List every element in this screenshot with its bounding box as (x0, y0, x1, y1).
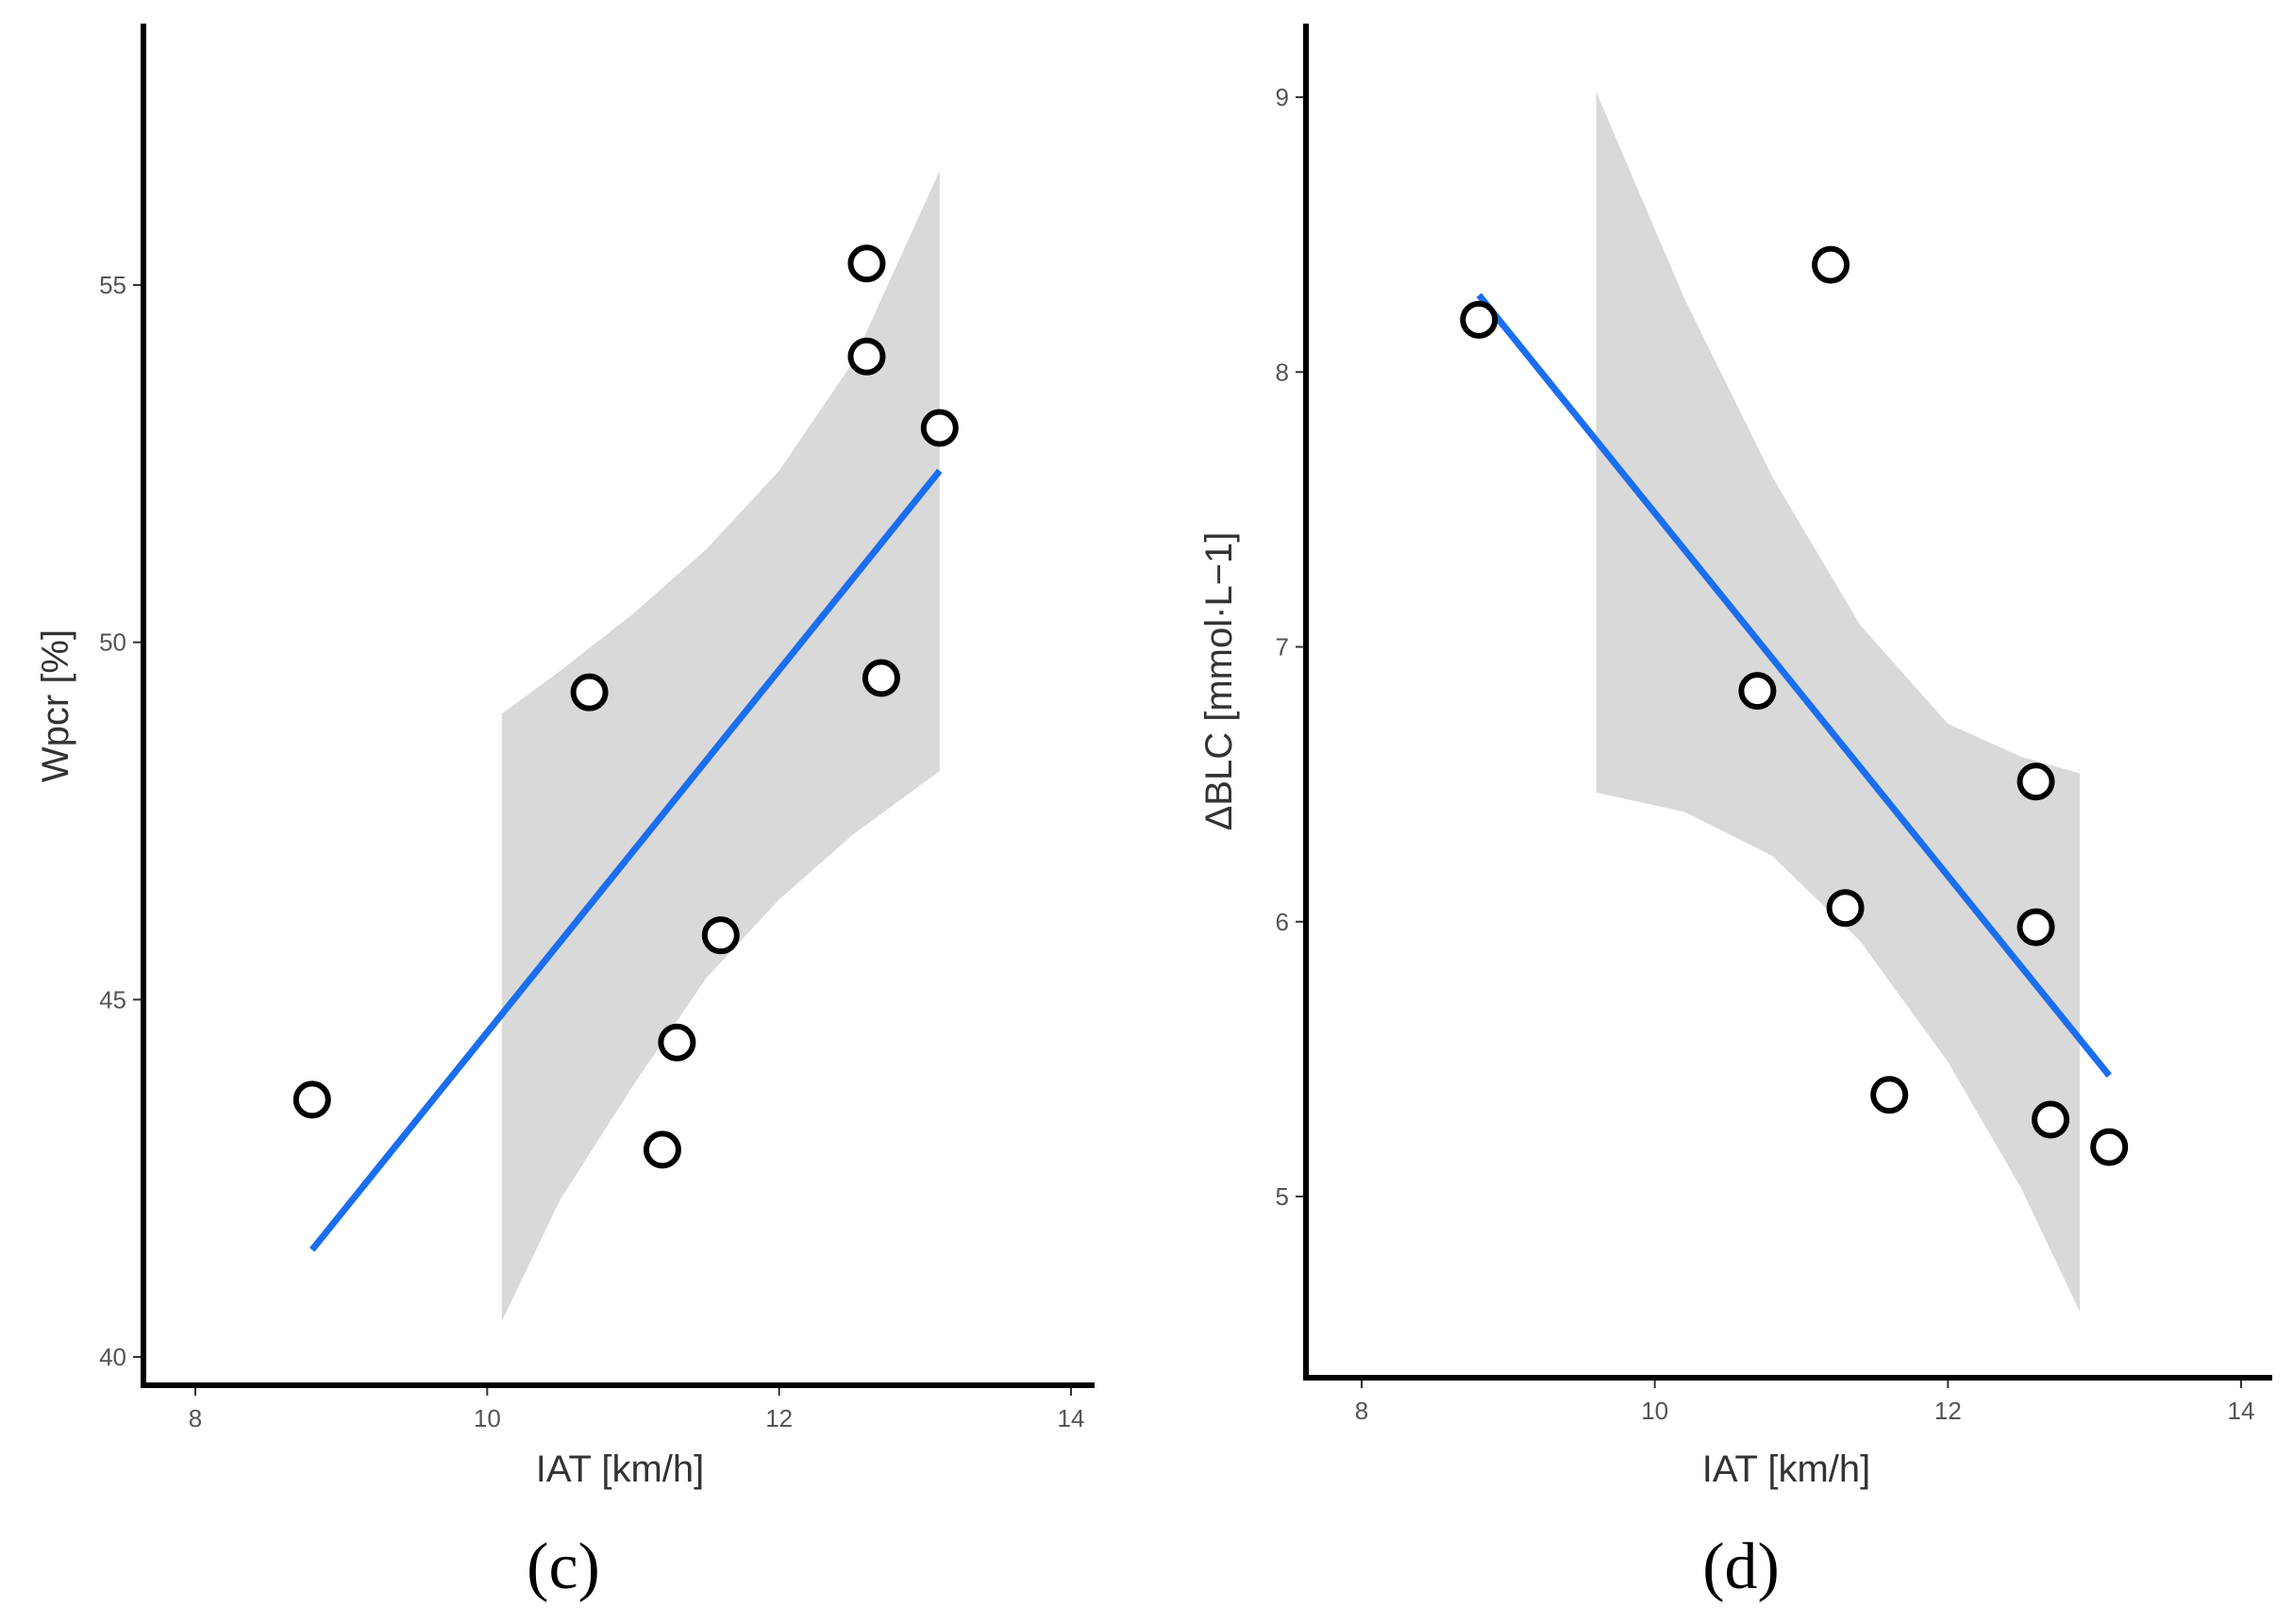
panel-d: 8 10 12 14 5 6 7 8 9 IAT [km/h] ΔBLC [mmol·L−1]… (1198, 24, 2272, 1603)
y-tick-label: 6 (1276, 908, 1289, 936)
data-point (2017, 762, 2055, 801)
x-axis-title: IAT [km/h] (1702, 1448, 1871, 1490)
data-point (847, 337, 886, 376)
x-axis-title: IAT [km/h] (536, 1448, 705, 1490)
data-point (2090, 1128, 2129, 1166)
data-point (1812, 245, 1850, 284)
y-tick-label: 45 (99, 985, 126, 1013)
data-point (293, 1080, 331, 1119)
x-tick-label: 8 (189, 1404, 202, 1432)
y-tick-label: 50 (99, 628, 126, 657)
x-tick-label: 10 (1641, 1397, 1668, 1425)
data-point (643, 1130, 681, 1169)
y-tick-label: 55 (99, 271, 126, 299)
panel-label-d: (d) (1702, 1531, 1780, 1603)
confidence-band (1596, 92, 2081, 1313)
panel-c: 8 10 12 14 40 45 50 55 IAT [km/h] Wpcr [%] (c) (35, 24, 1095, 1603)
x-tick-label: 14 (2228, 1397, 2255, 1425)
data-point (570, 673, 609, 712)
data-point (2032, 1100, 2070, 1139)
data-point (1870, 1076, 1909, 1114)
regression-line (310, 468, 943, 1252)
data-point (920, 409, 959, 447)
data-point (2017, 908, 2055, 946)
data-point (847, 244, 886, 283)
y-axis-title: Wpcr [%] (35, 629, 76, 782)
x-tick-label: 8 (1355, 1397, 1368, 1425)
y-tick-label: 8 (1276, 358, 1289, 386)
panel-label-c: (c) (527, 1531, 600, 1603)
y-tick-label: 40 (99, 1343, 126, 1371)
x-tick-label: 12 (1934, 1397, 1962, 1425)
x-tick-label: 10 (474, 1404, 501, 1432)
data-point (658, 1023, 696, 1062)
y-tick-label: 9 (1276, 83, 1289, 111)
x-tick-label: 12 (765, 1404, 793, 1432)
y-tick-label: 7 (1276, 633, 1289, 661)
x-tick-label: 14 (1058, 1404, 1085, 1432)
y-tick-label: 5 (1276, 1182, 1289, 1211)
data-point (701, 916, 740, 955)
data-point (862, 659, 900, 697)
regression-line (1476, 293, 2112, 1079)
data-point (1460, 300, 1498, 339)
data-point (1826, 889, 1865, 928)
data-point (1738, 672, 1777, 711)
y-axis-title: ΔBLC [mmol·L−1] (1198, 532, 1240, 831)
